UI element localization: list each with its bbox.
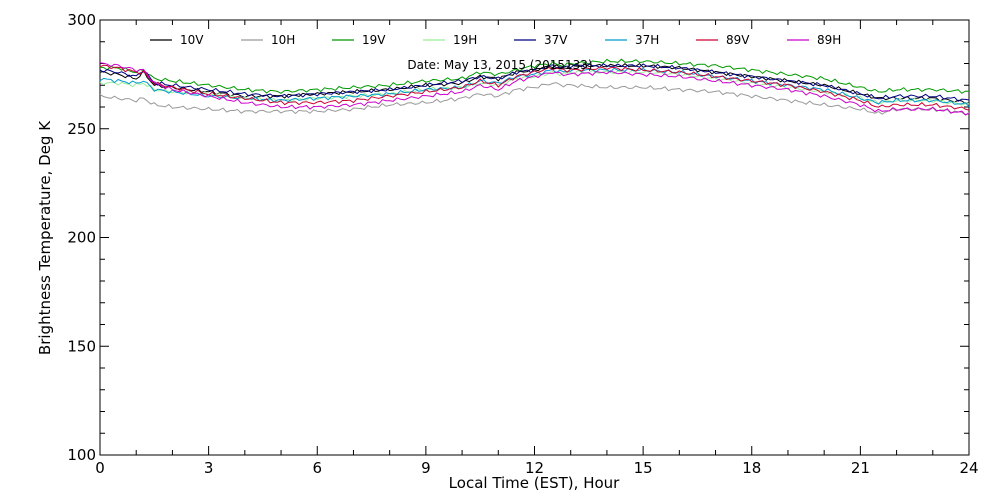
legend: 10V 10H 19V 19H 37V 37H 89V 89H bbox=[150, 33, 841, 47]
x-tick-label: 9 bbox=[421, 459, 431, 477]
legend-item-37v: 37V bbox=[514, 33, 568, 47]
legend-item-19h: 19H bbox=[423, 33, 477, 47]
series-lines bbox=[99, 58, 970, 116]
x-tick-label: 15 bbox=[634, 459, 653, 477]
series-line-37v bbox=[99, 63, 970, 102]
legend-label: 19H bbox=[453, 33, 477, 47]
series-line-89h bbox=[99, 62, 970, 116]
x-tick-label: 18 bbox=[742, 459, 761, 477]
series-line-10h bbox=[99, 82, 970, 116]
x-tick-label: 0 bbox=[95, 459, 105, 477]
plot-frame bbox=[99, 19, 970, 456]
y-tick-label: 300 bbox=[67, 11, 96, 29]
x-tick-label: 21 bbox=[851, 459, 870, 477]
legend-label: 19V bbox=[362, 33, 386, 47]
legend-item-19v: 19V bbox=[332, 33, 386, 47]
series-line-89v bbox=[99, 64, 970, 111]
x-tick-label: 6 bbox=[312, 459, 322, 477]
x-tick-label: 3 bbox=[204, 459, 214, 477]
legend-label: 89H bbox=[817, 33, 841, 47]
legend-item-89v: 89V bbox=[696, 33, 750, 47]
legend-item-10v: 10V bbox=[150, 33, 204, 47]
x-axis-title: Local Time (EST), Hour bbox=[449, 474, 620, 492]
legend-label: 37H bbox=[635, 33, 659, 47]
y-tick-label: 150 bbox=[67, 337, 96, 355]
legend-label: 89V bbox=[726, 33, 750, 47]
x-tick-label: 24 bbox=[959, 459, 978, 477]
date-annotation: Date: May 13, 2015 (2015133) bbox=[407, 58, 592, 72]
legend-item-10h: 10H bbox=[241, 33, 295, 47]
y-tick-label: 250 bbox=[67, 120, 96, 138]
legend-label: 10H bbox=[271, 33, 295, 47]
legend-label: 10V bbox=[180, 33, 204, 47]
axis-ticks: 0 3 6 9 12 15 18 21 24 100 150 200 250 300 bbox=[67, 11, 978, 477]
legend-label: 37V bbox=[544, 33, 568, 47]
y-tick-label: 200 bbox=[67, 229, 96, 247]
x-tick-label: 12 bbox=[525, 459, 544, 477]
y-axis-title: Brightness Temperature, Deg K bbox=[36, 120, 54, 355]
series-line-19v bbox=[99, 58, 970, 94]
legend-item-37h: 37H bbox=[605, 33, 659, 47]
y-tick-label: 100 bbox=[67, 446, 96, 464]
legend-item-89h: 89H bbox=[787, 33, 841, 47]
